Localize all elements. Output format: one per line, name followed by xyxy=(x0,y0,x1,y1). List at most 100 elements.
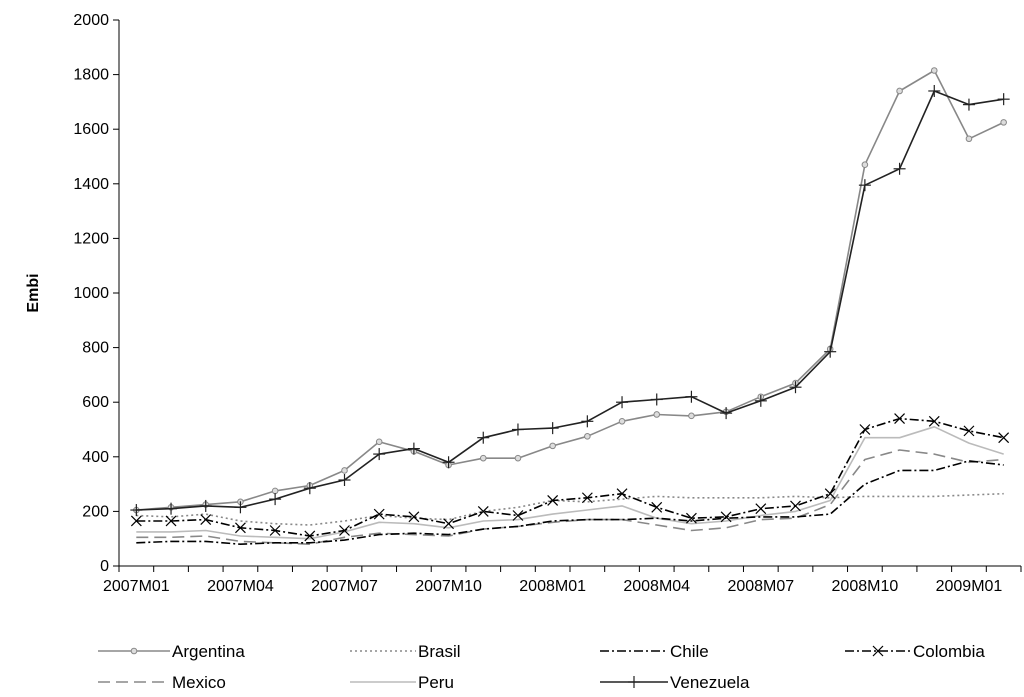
y-tick-label: 1600 xyxy=(73,121,109,138)
point-marker xyxy=(685,512,697,524)
y-tick-label: 400 xyxy=(82,449,109,466)
x-tick-label: 2008M04 xyxy=(623,578,690,595)
point-marker xyxy=(130,515,142,527)
point-marker xyxy=(269,525,281,536)
point-marker xyxy=(477,505,489,517)
point-marker xyxy=(653,411,661,418)
y-tick-label: 800 xyxy=(82,340,109,357)
point-marker xyxy=(1000,119,1007,126)
point-marker xyxy=(928,415,940,427)
point-marker xyxy=(339,525,350,536)
point-marker xyxy=(628,676,640,688)
legend-item-brasil: Brasil xyxy=(350,642,461,661)
legend-label: Chile xyxy=(670,642,709,661)
point-marker xyxy=(200,514,212,526)
x-tick-label: 2008M07 xyxy=(727,578,794,595)
point-marker xyxy=(269,493,282,506)
point-marker xyxy=(824,488,836,500)
point-marker xyxy=(271,487,279,495)
y-tick-label: 200 xyxy=(82,503,109,520)
point-marker xyxy=(790,500,801,512)
legend-label: Brasil xyxy=(418,642,461,661)
point-marker xyxy=(443,518,455,530)
point-marker xyxy=(199,499,212,512)
point-marker xyxy=(584,433,591,440)
point-marker xyxy=(407,442,420,455)
series-venezuela xyxy=(130,84,1010,517)
point-marker xyxy=(546,422,559,435)
y-tick-label: 1200 xyxy=(73,230,109,247)
point-marker xyxy=(688,412,695,420)
point-marker xyxy=(618,418,626,425)
x-tick-label: 2007M01 xyxy=(103,578,170,595)
point-marker xyxy=(616,396,629,409)
point-marker xyxy=(511,423,524,436)
legend-item-argentina: Argentina xyxy=(98,642,245,661)
point-marker xyxy=(581,492,593,504)
legend-label: Colombia xyxy=(913,642,985,661)
point-marker xyxy=(894,413,906,425)
series-line xyxy=(136,417,1004,537)
point-marker xyxy=(547,495,559,506)
point-marker xyxy=(375,438,383,446)
legend-label: Argentina xyxy=(172,642,245,661)
point-marker xyxy=(479,454,487,462)
point-marker xyxy=(373,508,385,520)
point-marker xyxy=(514,454,522,462)
x-tick-label: 2007M07 xyxy=(311,578,378,595)
point-marker xyxy=(893,162,906,175)
y-ticks: 0 200 400 600 800 1000 1200 1400 1600 1800 2000 xyxy=(73,12,119,575)
series-line xyxy=(136,492,1004,526)
legend-item-mexico: Mexico xyxy=(98,673,226,692)
legend-label: Peru xyxy=(418,673,454,692)
point-marker xyxy=(165,515,177,527)
point-marker xyxy=(442,456,455,469)
legend-label: Venezuela xyxy=(670,673,750,692)
y-tick-label: 1000 xyxy=(73,285,109,302)
point-marker xyxy=(965,135,973,143)
point-marker xyxy=(754,394,767,407)
point-marker xyxy=(872,645,884,657)
point-marker xyxy=(130,504,143,517)
series-line xyxy=(136,69,1005,511)
legend: Argentina Brasil Chile Colombia Mexico Peru Ve… xyxy=(98,642,985,692)
point-marker xyxy=(130,647,138,655)
point-marker xyxy=(477,431,490,444)
point-marker xyxy=(341,467,348,474)
x-ticks: 2007M01 2007M04 2007M07 2007M10 2008M01 2008M… xyxy=(103,566,1022,595)
point-marker xyxy=(338,474,351,487)
legend-item-peru: Peru xyxy=(350,673,454,692)
point-marker xyxy=(963,425,975,437)
point-marker xyxy=(165,502,178,515)
point-marker xyxy=(512,510,524,521)
point-marker xyxy=(998,432,1010,444)
x-tick-label: 2007M10 xyxy=(415,578,482,595)
point-marker xyxy=(650,393,663,406)
point-marker xyxy=(234,501,247,514)
point-marker xyxy=(789,381,802,394)
point-marker xyxy=(581,415,594,428)
point-marker xyxy=(720,407,733,420)
series-peru xyxy=(136,425,1004,540)
point-marker xyxy=(408,511,420,523)
series-argentina xyxy=(133,67,1007,514)
y-tick-label: 0 xyxy=(100,558,109,575)
series-lines xyxy=(130,67,1010,546)
point-marker xyxy=(304,530,316,542)
series-chile xyxy=(136,460,1004,546)
axes: 0 200 400 600 800 1000 1200 1400 1600 1800 2000 20… xyxy=(25,12,1022,595)
y-tick-label: 600 xyxy=(82,394,109,411)
point-marker xyxy=(997,93,1010,106)
y-tick-label: 1800 xyxy=(73,67,109,84)
y-tick-label: 1400 xyxy=(73,176,109,193)
legend-label: Mexico xyxy=(172,673,226,692)
y-axis-title: Embi xyxy=(25,273,42,312)
point-marker xyxy=(755,503,767,515)
x-tick-label: 2008M10 xyxy=(832,578,899,595)
series-line xyxy=(136,425,1004,540)
point-marker xyxy=(861,161,869,168)
legend-item-chile: Chile xyxy=(600,642,709,661)
series-line xyxy=(136,460,1004,546)
point-marker xyxy=(303,482,316,495)
